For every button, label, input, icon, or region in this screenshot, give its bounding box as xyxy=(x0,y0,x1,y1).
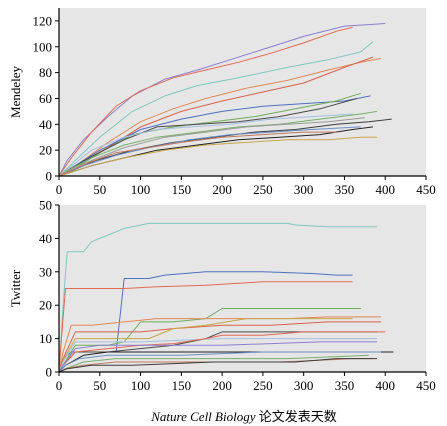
twitter-y-tick-label: 10 xyxy=(39,331,52,346)
mendeley-y-axis-title: Mendeley xyxy=(8,66,23,118)
twitter-y-axis-title: Twitter xyxy=(8,269,23,307)
mendeley-series-line-13 xyxy=(58,126,361,177)
twitter-x-tick-label: 50 xyxy=(93,378,106,393)
mendeley-series-line-8 xyxy=(58,98,357,177)
twitter-y-tick-label: 30 xyxy=(39,264,52,279)
twitter-x-tick-label: 300 xyxy=(294,378,314,393)
mendeley-x-tick-label: 250 xyxy=(253,182,273,197)
x-axis-label: Nature Cell Biology 论文发表天数 xyxy=(150,409,337,424)
mendeley-x-tick-label: 150 xyxy=(172,182,192,197)
mendeley-x-tick-label: 100 xyxy=(131,182,151,197)
mendeley-series-line-3 xyxy=(58,41,374,177)
twitter-series-line-15 xyxy=(58,358,373,373)
twitter-series-line-11 xyxy=(58,341,378,373)
mendeley-series-line-15 xyxy=(58,136,378,177)
mendeley-series-line-10 xyxy=(58,110,378,177)
mendeley-x-tick-label: 50 xyxy=(93,182,106,197)
mendeley-x-tick-label: 450 xyxy=(416,182,436,197)
mendeley-panel: 0 20 40 60 80 100 120 0 50 100 150 200 250 300 350 400 4… xyxy=(8,8,436,197)
twitter-x-tick-label: 400 xyxy=(375,378,395,393)
twitter-x-tick-label: 100 xyxy=(131,378,151,393)
twitter-y-tick-label: 0 xyxy=(46,365,53,380)
mendeley-x-tick-label: 400 xyxy=(375,182,395,197)
mendeley-y-tick-label: 40 xyxy=(39,117,52,132)
twitter-series-line-7 xyxy=(58,318,353,373)
twitter-series-line-4 xyxy=(58,308,361,373)
mendeley-series-line-9 xyxy=(58,113,353,177)
twitter-series-line-1 xyxy=(58,222,378,373)
mendeley-y-tick-label: 0 xyxy=(46,169,53,184)
twitter-series-line-5 xyxy=(58,316,382,373)
mendeley-series-line-2 xyxy=(58,26,353,177)
mendeley-x-tick-label: 300 xyxy=(294,182,314,197)
twitter-x-tick-label: 0 xyxy=(56,378,63,393)
mendeley-series-line-1 xyxy=(58,23,386,177)
mendeley-y-tick-label: 20 xyxy=(39,143,52,158)
mendeley-x-tick-label: 0 xyxy=(56,182,63,197)
twitter-x-tick-label: 200 xyxy=(212,378,232,393)
mendeley-x-tick-label: 200 xyxy=(212,182,232,197)
mendeley-series-line-4 xyxy=(58,57,382,177)
mendeley-y-tick-label: 60 xyxy=(39,91,52,106)
twitter-y-tick-label: 40 xyxy=(39,231,52,246)
twitter-x-tick-label: 250 xyxy=(253,378,273,393)
mendeley-y-tick-label: 100 xyxy=(33,39,53,54)
twitter-series-line-16 xyxy=(58,358,378,373)
twitter-series-line-9 xyxy=(58,338,378,373)
twitter-y-tick-label: 50 xyxy=(39,198,52,213)
twitter-series-line-10 xyxy=(58,331,386,373)
twitter-series-line-6 xyxy=(58,321,382,373)
twitter-series-line-13 xyxy=(58,351,382,373)
mendeley-series-line-6 xyxy=(58,95,371,177)
x-axis-label-journal: Nature Cell Biology xyxy=(150,409,255,424)
mendeley-x-tick-label: 350 xyxy=(335,182,355,197)
mendeley-y-tick-label: 120 xyxy=(33,13,53,28)
twitter-x-tick-label: 350 xyxy=(335,378,355,393)
twitter-x-tick-label: 150 xyxy=(172,378,192,393)
twitter-series-line-14 xyxy=(58,354,369,373)
x-axis-label-suffix: 论文发表天数 xyxy=(255,409,336,424)
mendeley-plot-area xyxy=(59,8,426,176)
twitter-panel: 0 10 20 30 40 50 0 50 100 150 200 250 300 350 400 450 Tw… xyxy=(8,198,436,394)
twitter-series-line-3 xyxy=(58,281,353,373)
twitter-x-tick-label: 450 xyxy=(416,378,436,393)
twitter-y-tick-label: 20 xyxy=(39,298,52,313)
mendeley-y-tick-label: 80 xyxy=(39,65,52,80)
mendeley-series-line-11 xyxy=(58,117,365,177)
mendeley-series-line-16 xyxy=(58,131,337,177)
